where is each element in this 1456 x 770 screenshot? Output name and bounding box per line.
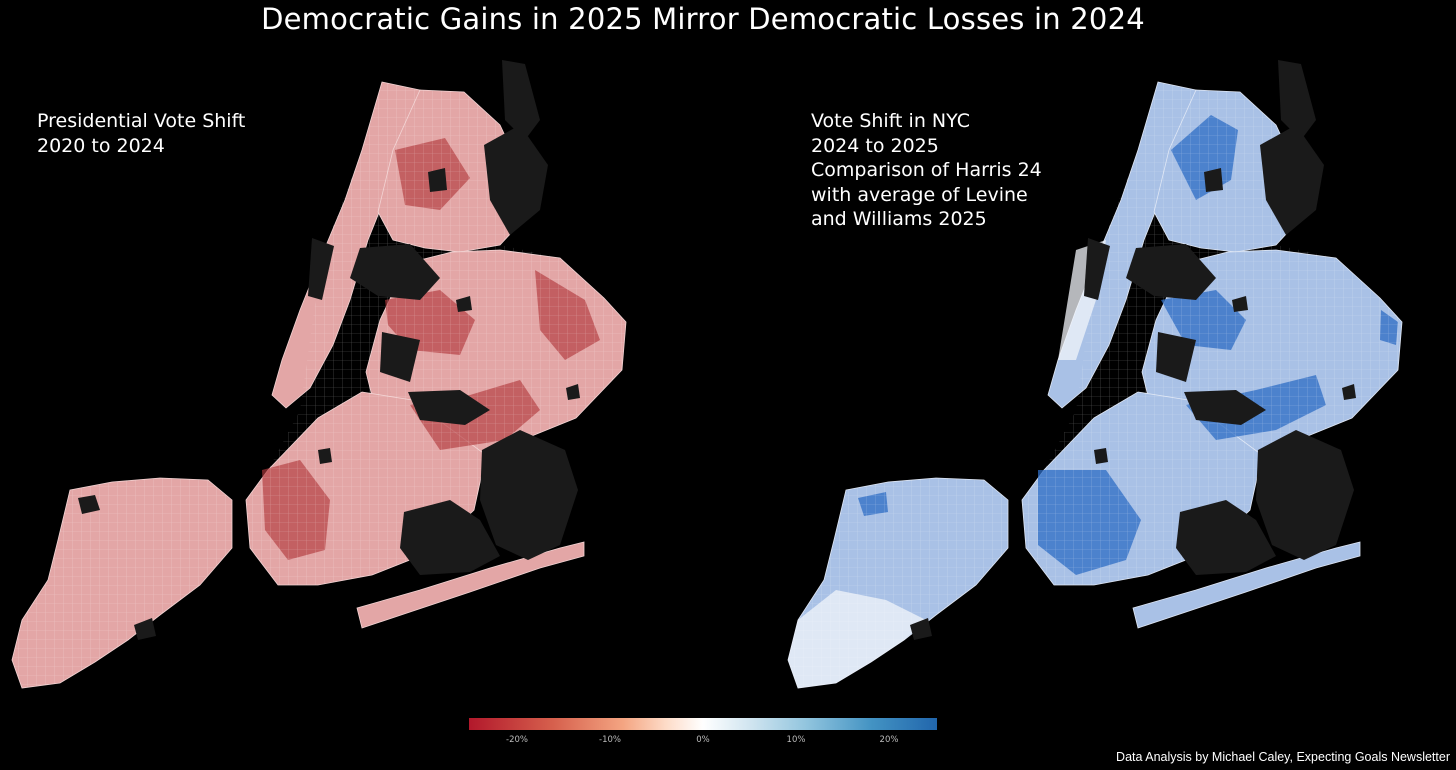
color-legend-bar bbox=[469, 718, 937, 730]
legend-tick-pos20: 20% bbox=[879, 735, 899, 745]
right-tract-texture bbox=[788, 82, 1402, 688]
left-map bbox=[11, 60, 627, 689]
legend-tick-neg20: -20% bbox=[506, 735, 528, 745]
right-label-line-1: Vote Shift in NYC bbox=[811, 110, 970, 132]
right-parks-water bbox=[910, 60, 1356, 640]
legend-tick-neg10: -10% bbox=[599, 735, 621, 745]
left-label-line-2: 2020 to 2024 bbox=[37, 134, 165, 157]
right-label-line-2: 2024 to 2025 bbox=[811, 134, 939, 157]
left-parks-water bbox=[78, 60, 580, 640]
left-rockaway bbox=[356, 541, 585, 629]
map-title: Democratic Gains in 2025 Mirror Democrat… bbox=[261, 2, 1145, 36]
left-label-line-1: Presidential Vote Shift bbox=[37, 110, 246, 132]
left-tract-texture bbox=[12, 82, 626, 688]
legend-tick-pos10: 10% bbox=[786, 735, 806, 745]
right-panel-label: Vote Shift in NYC 2024 to 2025 Compariso… bbox=[811, 109, 1042, 232]
right-map bbox=[787, 60, 1403, 689]
legend-tick-zero: 0% bbox=[696, 735, 710, 745]
left-panel-label: Presidential Vote Shift 2020 to 2024 bbox=[37, 109, 245, 158]
credit-text: Data Analysis by Michael Caley, Expectin… bbox=[1116, 750, 1450, 764]
right-label-line-5: and Williams 2025 bbox=[811, 208, 987, 230]
right-label-line-4: with average of Levine bbox=[811, 183, 1028, 206]
right-rockaway bbox=[1132, 541, 1361, 629]
right-label-line-3: Comparison of Harris 24 bbox=[811, 159, 1042, 181]
